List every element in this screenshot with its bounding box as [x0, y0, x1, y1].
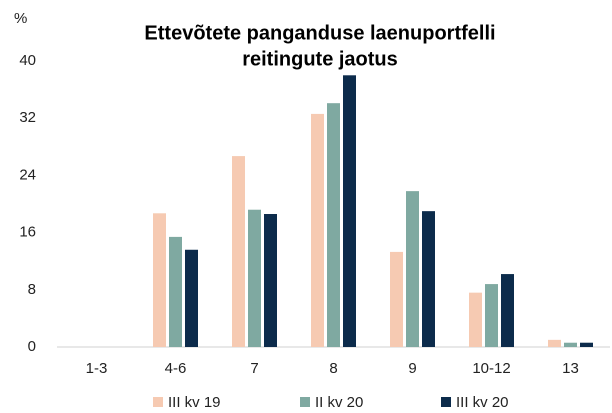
x-tick-label: 7 — [250, 360, 258, 377]
bar — [232, 156, 245, 347]
x-tick-label: 4-6 — [165, 360, 187, 377]
bar — [327, 103, 340, 347]
legend-swatch — [153, 397, 163, 407]
bar — [153, 213, 166, 347]
x-tick-label: 1-3 — [86, 360, 108, 377]
bar — [264, 214, 277, 347]
bar — [422, 211, 435, 347]
bar — [390, 251, 403, 347]
bar — [406, 191, 419, 347]
bar — [548, 339, 561, 347]
chart-title: reitingute jaotus — [242, 48, 398, 70]
y-axis-label: % — [14, 10, 27, 27]
x-tick-label: 8 — [329, 360, 337, 377]
bar — [185, 249, 198, 347]
legend-label: III kv 19 — [168, 394, 221, 411]
y-tick-label: 0 — [28, 338, 36, 355]
bar — [469, 292, 482, 347]
legend-label: III kv 20 — [456, 394, 509, 411]
legend-swatch — [300, 397, 310, 407]
bar — [485, 284, 498, 347]
y-tick-label: 24 — [19, 166, 36, 183]
y-tick-label: 8 — [28, 281, 36, 298]
x-tick-label: 10-12 — [472, 360, 510, 377]
bar — [564, 342, 577, 347]
bar — [580, 342, 593, 347]
bar — [501, 274, 514, 347]
legend-swatch — [441, 397, 451, 407]
chart-title: Ettevõtete panganduse laenuportfelli — [144, 22, 495, 44]
bar — [311, 113, 324, 347]
bar — [248, 209, 261, 347]
y-tick-label: 40 — [19, 52, 36, 69]
y-tick-label: 16 — [19, 224, 36, 241]
y-tick-label: 32 — [19, 109, 36, 126]
legend-label: II kv 20 — [315, 394, 363, 411]
x-tick-label: 13 — [562, 360, 579, 377]
bar — [343, 75, 356, 348]
x-tick-label: 9 — [408, 360, 416, 377]
bar — [169, 236, 182, 347]
